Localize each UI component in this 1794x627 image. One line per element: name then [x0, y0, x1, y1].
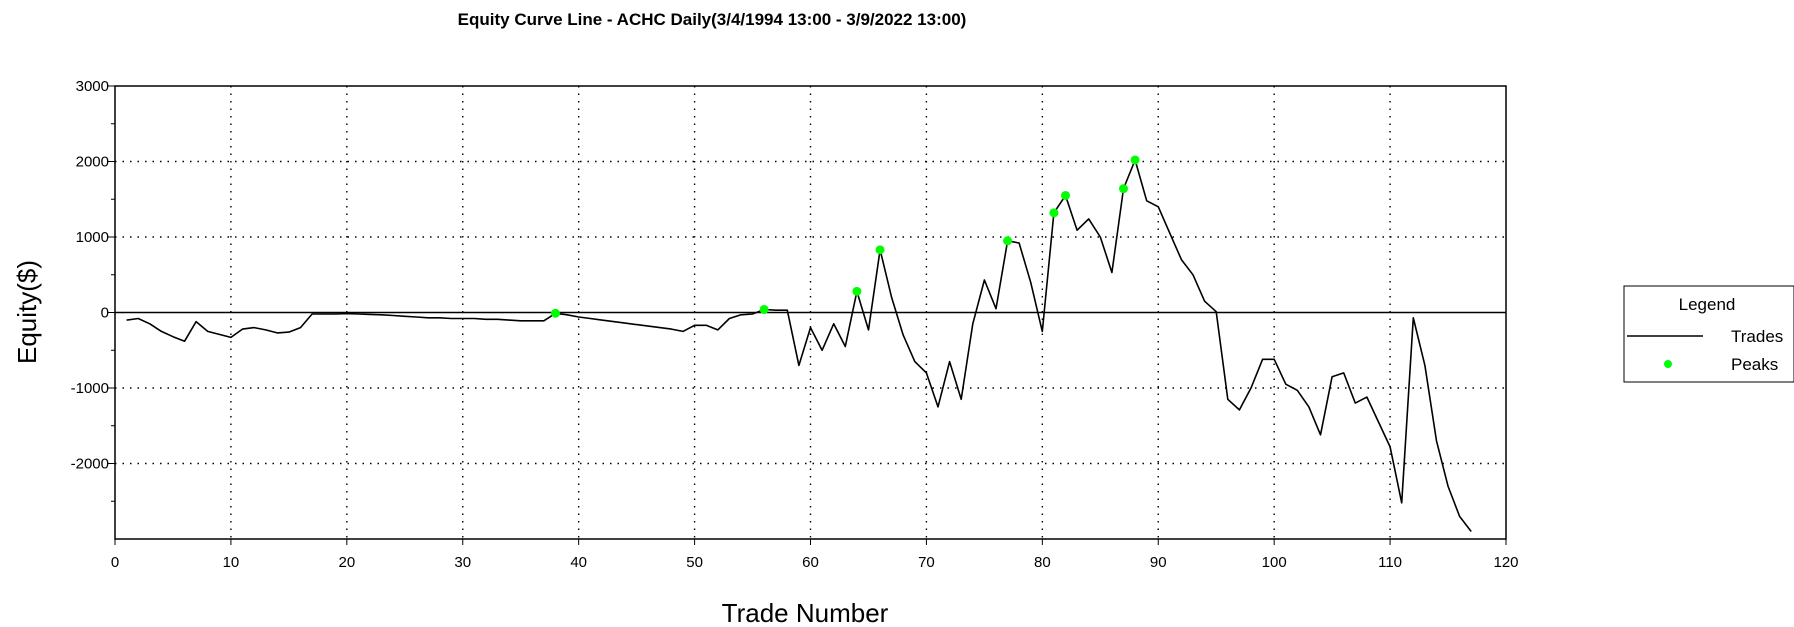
peak-point	[1049, 208, 1059, 218]
x-tick-label: 90	[1150, 554, 1167, 571]
x-tick-label: 40	[570, 554, 587, 571]
legend-box	[1623, 285, 1794, 383]
x-tick-label: 50	[686, 554, 703, 571]
trades-series-line	[126, 159, 1472, 532]
x-tick-label: 0	[111, 554, 119, 571]
peak-point	[759, 304, 769, 314]
x-tick-label: 110	[1378, 554, 1402, 571]
x-tick-label: 10	[223, 554, 240, 571]
y-tick-label: 3000	[76, 78, 109, 95]
series-layer	[126, 155, 1472, 532]
legend-peaks-label: Peaks	[1731, 355, 1778, 374]
x-axis-ticks: 0 10 20 30 40 50 60 70 80 90 100 110 120	[111, 539, 1519, 571]
x-tick-label: 20	[338, 554, 355, 571]
x-tick-label: 30	[454, 554, 471, 571]
x-tick-label: 100	[1262, 554, 1287, 571]
peak-point	[875, 245, 885, 255]
peak-point	[852, 286, 862, 296]
peak-point	[1003, 236, 1013, 246]
x-tick-label: 60	[802, 554, 819, 571]
chart-title: Equity Curve Line - ACHC Daily(3/4/1994 …	[458, 10, 967, 29]
x-tick-label: 70	[918, 554, 935, 571]
legend: Legend Trades Peaks	[1623, 285, 1794, 383]
x-axis-title: Trade Number	[722, 598, 889, 627]
y-tick-label: 2000	[76, 154, 109, 171]
y-tick-label: -1000	[71, 380, 109, 397]
y-axis-title: Equity($)	[12, 260, 42, 364]
peak-point	[1118, 184, 1128, 194]
legend-trades-label: Trades	[1731, 327, 1783, 346]
x-tick-label: 120	[1493, 554, 1518, 571]
peak-point	[1130, 155, 1140, 165]
x-tick-label: 80	[1034, 554, 1051, 571]
legend-peaks-swatch	[1664, 360, 1672, 368]
y-tick-label: 0	[101, 305, 109, 322]
y-tick-label: 1000	[76, 229, 109, 246]
peak-point	[1061, 190, 1071, 200]
y-tick-label: -2000	[71, 456, 109, 473]
peak-point	[550, 308, 560, 318]
legend-title: Legend	[1679, 295, 1736, 314]
plot-area-frame	[114, 85, 1507, 540]
y-axis-ticks: -2000 -1000 0 1000 2000 3000	[71, 78, 115, 502]
